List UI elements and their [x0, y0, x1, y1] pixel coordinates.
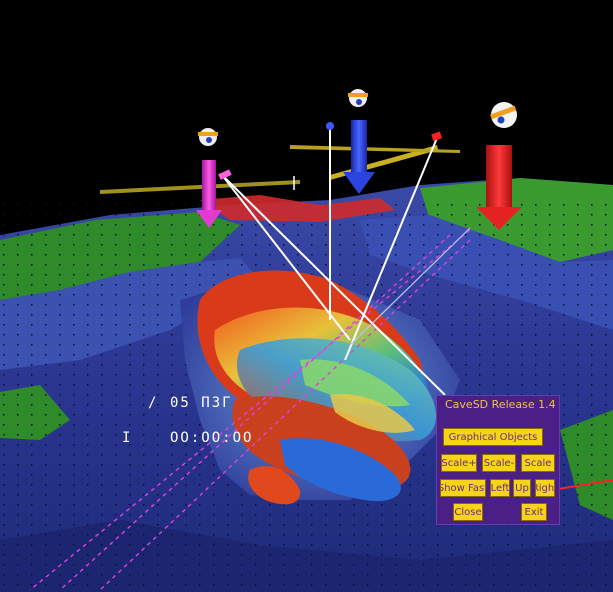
menu-title: CaveSD Release 1.4	[445, 398, 555, 411]
marker-sphere-red	[490, 102, 517, 128]
tool-button-1[interactable]: Left	[490, 479, 510, 497]
hud-line2-label: I	[122, 430, 133, 446]
probe-endpoint-blue	[326, 122, 334, 130]
marker-red[interactable]	[476, 145, 522, 230]
hud-line2-value: ОО:ОО:ОО	[170, 430, 254, 446]
probe-lines	[221, 127, 471, 396]
hud-line1-label: /	[148, 395, 159, 411]
tool-button-3[interactable]: Right	[535, 479, 555, 497]
probe-endpoint-red	[431, 131, 443, 142]
tool-button-2[interactable]: Up	[513, 479, 531, 497]
marker-blue[interactable]	[343, 120, 375, 194]
hud-line1-value: 05 ПЗГ	[170, 395, 233, 411]
scale-button-1[interactable]: Scale+	[441, 454, 477, 472]
close-button[interactable]: Close	[453, 503, 483, 521]
exit-button[interactable]: Exit	[521, 503, 547, 521]
cave-menu-panel: CaveSD Release 1.4 Graphical Objects Sca…	[436, 395, 560, 525]
show-fast-button[interactable]: Show Fast	[440, 479, 486, 497]
marker-sphere-blue	[348, 89, 368, 107]
scale-button-3[interactable]: Scale	[521, 454, 555, 472]
marker-sphere-magenta	[198, 128, 218, 146]
graphical-objects-button[interactable]: Graphical Objects	[443, 428, 543, 446]
scale-button-2[interactable]: Scale-	[482, 454, 516, 472]
marker-magenta[interactable]	[196, 160, 232, 228]
dashed-guide-lines	[29, 229, 471, 591]
cave-surface-mesh	[180, 270, 460, 505]
